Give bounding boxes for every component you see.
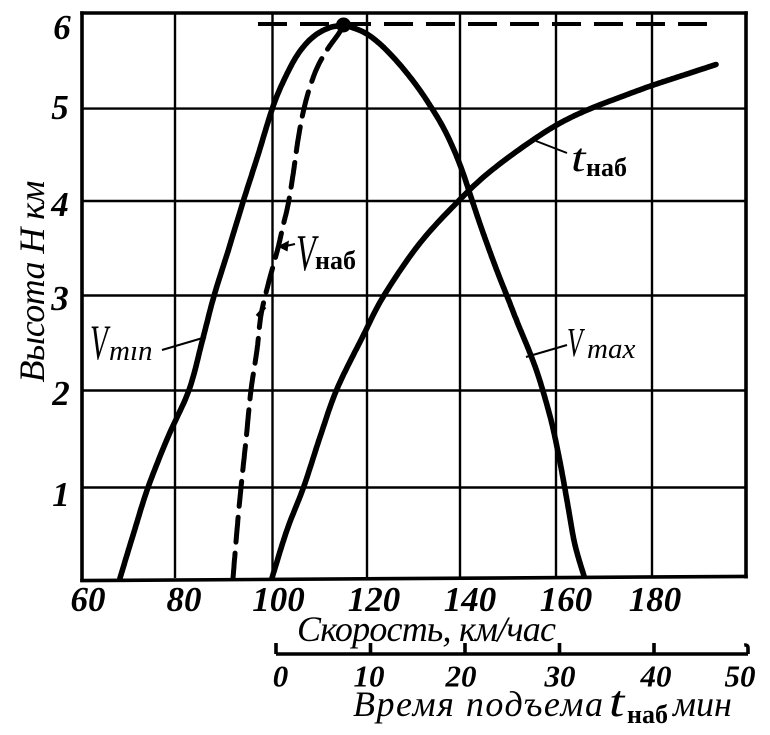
svg-text:120: 120 (348, 580, 401, 619)
svg-text:мин: мин (671, 684, 732, 724)
svg-text:4: 4 (50, 185, 69, 224)
svg-text:100: 100 (252, 580, 305, 619)
svg-text:2: 2 (51, 374, 70, 413)
svg-text:1: 1 (52, 475, 70, 514)
svg-text:3: 3 (50, 279, 69, 318)
svg-text:40: 40 (640, 659, 672, 694)
svg-text:180: 180 (629, 580, 682, 619)
svg-text:6: 6 (53, 8, 71, 47)
svg-text:140: 140 (444, 580, 497, 619)
svg-text:V: V (90, 315, 111, 370)
svg-text:V: V (567, 321, 586, 365)
svg-text:30: 30 (544, 659, 576, 694)
svg-text:0: 0 (273, 659, 289, 694)
svg-text:наб: наб (586, 153, 627, 182)
svg-text:Время подъема: Время подъема (353, 684, 603, 724)
svg-text:mın: mın (109, 335, 153, 367)
svg-text:50: 50 (725, 659, 756, 694)
svg-text:наб: наб (315, 246, 356, 275)
svg-text:80: 80 (167, 580, 202, 619)
svg-text:160: 160 (540, 580, 593, 619)
svg-text:V: V (296, 224, 319, 282)
svg-text:наб: наб (627, 700, 668, 729)
svg-text:t: t (571, 137, 587, 181)
svg-text:20: 20 (445, 659, 477, 694)
svg-text:5: 5 (51, 88, 69, 127)
svg-text:60: 60 (71, 580, 106, 619)
svg-text:Высота Н км: Высота Н км (12, 180, 52, 382)
svg-text:t: t (609, 677, 626, 726)
svg-text:max: max (587, 333, 635, 365)
svg-text:10: 10 (354, 659, 385, 694)
svg-text:Скорость, км/час: Скорость, км/час (297, 609, 556, 649)
